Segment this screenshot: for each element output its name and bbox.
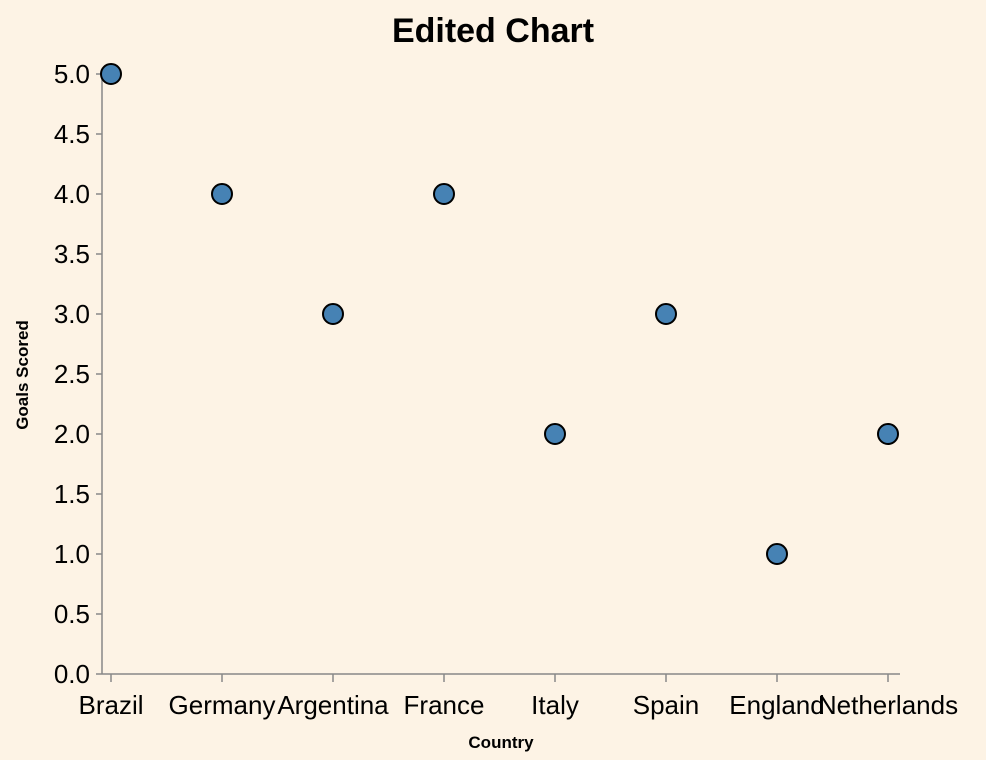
y-tick-label: 1.0 <box>54 539 90 569</box>
y-tick-label: 4.0 <box>54 179 90 209</box>
y-axis: 0.0 0.5 1.0 1.5 2.0 2.5 3.0 3.5 4.0 4.5 5.0 <box>54 59 103 689</box>
y-tick-label: 2.5 <box>54 359 90 389</box>
data-point <box>544 423 566 445</box>
y-tick-label: 1.5 <box>54 479 90 509</box>
x-tick-label: Netherlands <box>818 690 958 720</box>
x-tick-label: Brazil <box>78 690 143 720</box>
data-point <box>766 543 788 565</box>
data-point <box>655 303 677 325</box>
x-tick-label: France <box>404 690 485 720</box>
data-point <box>100 63 122 85</box>
y-tick-label: 0.5 <box>54 599 90 629</box>
y-tick-label: 3.0 <box>54 299 90 329</box>
chart-title: Edited Chart <box>392 12 594 50</box>
x-tick-label: Italy <box>531 690 579 720</box>
x-tick-label: England <box>729 690 824 720</box>
x-tick-label: Argentina <box>277 690 389 720</box>
x-axis-title: Country <box>468 733 534 752</box>
data-points <box>100 63 899 565</box>
x-axis: Brazil Germany Argentina France Italy Spain En… <box>78 673 958 720</box>
data-point <box>322 303 344 325</box>
y-tick-label: 2.0 <box>54 419 90 449</box>
y-tick-label: 4.5 <box>54 119 90 149</box>
data-point <box>877 423 899 445</box>
y-axis-title: Goals Scored <box>13 320 32 430</box>
x-tick-label: Spain <box>633 690 700 720</box>
x-tick-label: Germany <box>169 690 276 720</box>
y-tick-label: 3.5 <box>54 239 90 269</box>
y-tick-label: 0.0 <box>54 659 90 689</box>
data-point <box>433 183 455 205</box>
data-point <box>211 183 233 205</box>
y-tick-label: 5.0 <box>54 59 90 89</box>
